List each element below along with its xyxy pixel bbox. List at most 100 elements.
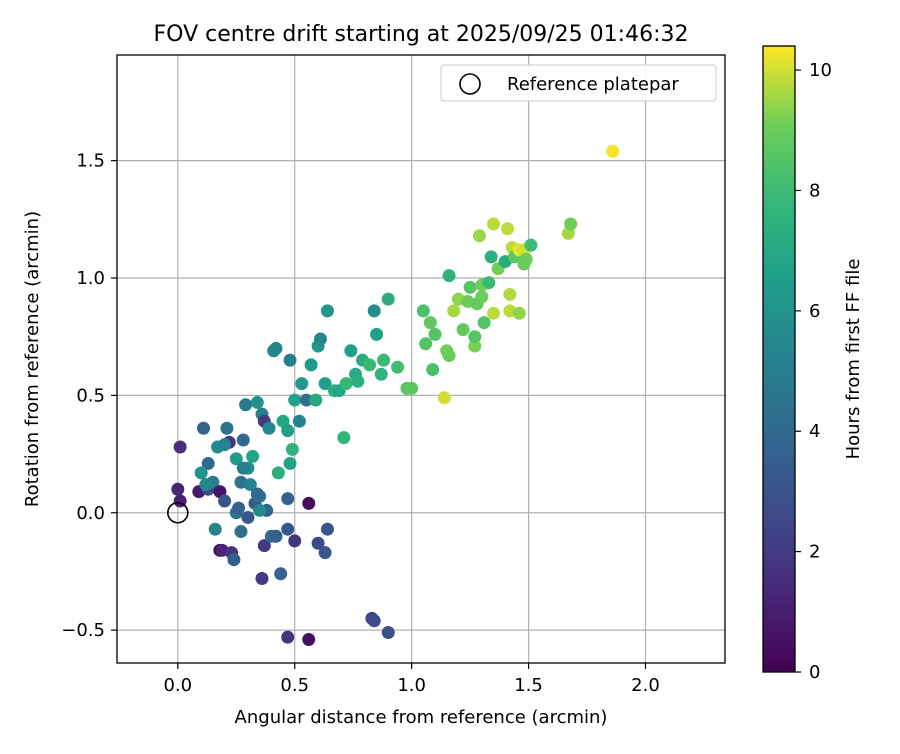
- data-point: [229, 452, 243, 466]
- y-tick-label: 1.5: [76, 151, 105, 172]
- data-point: [468, 330, 482, 344]
- data-point: [302, 496, 316, 510]
- data-point: [564, 217, 578, 231]
- data-point: [236, 461, 250, 475]
- x-tick-label: 1.5: [514, 675, 543, 696]
- data-point: [463, 280, 477, 294]
- data-point: [241, 510, 255, 524]
- data-point: [283, 456, 297, 470]
- colorbar-tick-label: 4: [809, 421, 820, 442]
- data-point: [208, 522, 222, 536]
- data-point: [447, 304, 461, 318]
- data-point: [391, 360, 405, 374]
- colorbar-tick-label: 8: [809, 180, 820, 201]
- data-point: [428, 327, 442, 341]
- x-tick-label: 2.0: [631, 675, 660, 696]
- data-point: [416, 304, 430, 318]
- data-point: [281, 424, 295, 438]
- data-point: [292, 414, 306, 428]
- data-point: [239, 398, 253, 412]
- colorbar-tick-label: 6: [809, 301, 820, 322]
- data-point: [606, 144, 620, 158]
- y-axis-ticks: −0.5 0.0 0.5 1.0 1.5: [61, 151, 117, 641]
- data-point: [304, 358, 318, 372]
- data-point: [339, 377, 353, 391]
- colorbar-tick-label: 10: [809, 60, 832, 81]
- data-point: [313, 332, 327, 346]
- data-point: [283, 353, 297, 367]
- data-point: [437, 391, 451, 405]
- data-point: [234, 525, 248, 539]
- data-point: [269, 341, 283, 355]
- data-point: [426, 363, 440, 377]
- data-point: [381, 292, 395, 306]
- data-point: [295, 377, 309, 391]
- colorbar-ticks: 0 2 4 6 8 10: [795, 60, 832, 683]
- data-point: [281, 522, 295, 536]
- data-point: [255, 571, 269, 585]
- data-point: [486, 217, 500, 231]
- data-point: [250, 395, 264, 409]
- data-point: [484, 250, 498, 264]
- data-point: [419, 337, 433, 351]
- data-point: [199, 478, 213, 492]
- data-point: [311, 536, 325, 550]
- legend-reference-icon: [459, 73, 481, 95]
- data-point: [281, 492, 295, 506]
- chart-title: FOV centre drift starting at 2025/09/25 …: [154, 22, 689, 47]
- data-point: [482, 276, 496, 290]
- data-point: [246, 449, 260, 463]
- y-tick-label: 1.0: [76, 268, 105, 289]
- data-point: [351, 374, 365, 388]
- data-point: [503, 287, 517, 301]
- colorbar-gradient: [762, 45, 796, 673]
- data-point: [486, 306, 500, 320]
- data-point: [171, 482, 185, 496]
- data-point: [218, 438, 232, 452]
- data-point: [250, 487, 264, 501]
- data-point: [262, 421, 276, 435]
- x-axis-label: Angular distance from reference (arcmin): [235, 707, 608, 728]
- colorbar-tick-label: 0: [809, 662, 820, 683]
- data-point: [374, 367, 388, 381]
- data-point: [281, 630, 295, 644]
- data-point: [257, 539, 271, 553]
- data-point: [227, 553, 241, 567]
- colorbar-tick-label: 2: [809, 542, 820, 563]
- data-point: [320, 522, 334, 536]
- data-point: [218, 494, 232, 508]
- x-axis-ticks: 0.0 0.5 1.0 1.5 2.0: [163, 663, 660, 696]
- data-point: [423, 316, 437, 330]
- y-tick-label: 0.0: [76, 503, 105, 524]
- data-point: [288, 534, 302, 548]
- data-point: [299, 393, 313, 407]
- data-point: [285, 442, 299, 456]
- data-point: [377, 353, 391, 367]
- data-point: [519, 252, 533, 266]
- data-point: [367, 614, 381, 628]
- data-point: [381, 625, 395, 639]
- x-tick-label: 0.0: [163, 675, 192, 696]
- x-tick-label: 1.0: [397, 675, 426, 696]
- grid: [117, 55, 725, 663]
- colorbar: 0 2 4 6 8 10 Hours from first FF file: [762, 45, 864, 683]
- data-point: [302, 633, 316, 647]
- data-point: [173, 440, 187, 454]
- data-point: [472, 229, 486, 243]
- colorbar-label: Hours from first FF file: [843, 259, 864, 460]
- legend: Reference platepar: [440, 64, 717, 102]
- data-point: [309, 393, 323, 407]
- y-tick-label: −0.5: [61, 620, 105, 641]
- data-point: [405, 381, 419, 395]
- legend-label-reference: Reference platepar: [507, 74, 679, 95]
- data-point: [442, 269, 456, 283]
- y-axis-label: Rotation from reference (arcmin): [22, 211, 43, 507]
- data-point: [232, 501, 246, 515]
- data-point: [197, 421, 211, 435]
- data-point: [271, 466, 285, 480]
- data-point: [367, 304, 381, 318]
- data-point: [318, 377, 332, 391]
- data-point: [201, 456, 215, 470]
- y-tick-label: 0.5: [76, 385, 105, 406]
